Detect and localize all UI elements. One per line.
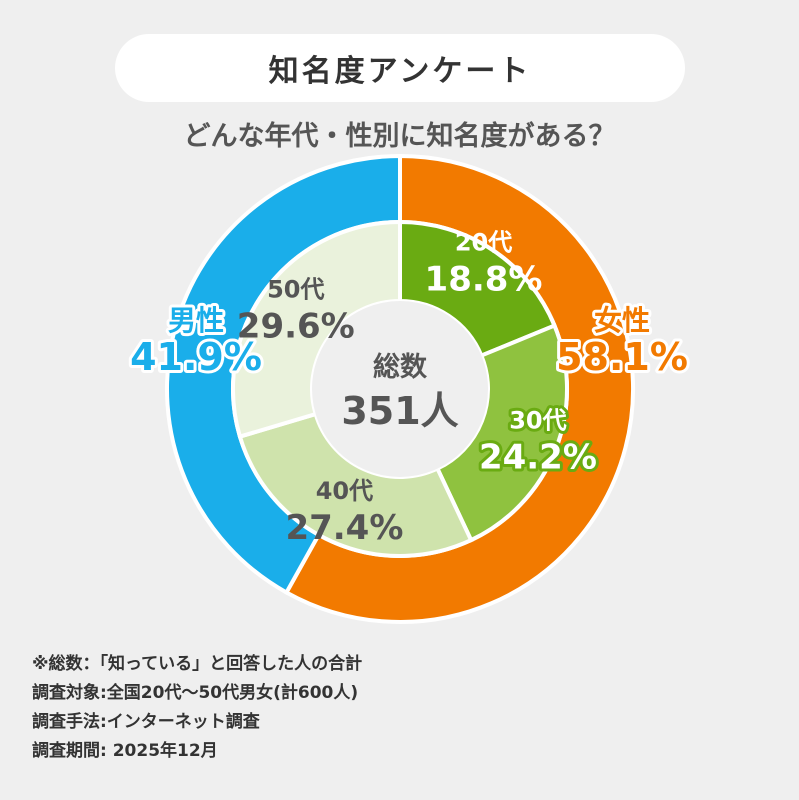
inner-ring [231, 219, 569, 558]
note-line: 調査手法:インターネット調査 [32, 712, 260, 732]
outer-value-label: 41.9% [130, 335, 262, 379]
outer-category-label: 女性 [594, 304, 650, 337]
inner-category-label: 20代 [455, 228, 512, 256]
header-title: 知名度アンケート [115, 34, 685, 102]
outer-value-label: 58.1% [556, 335, 688, 379]
note-line: 調査対象:全国20代～50代男女(計600人) [32, 683, 359, 703]
slice-inner-1 [434, 322, 569, 543]
inner-category-label: 40代 [316, 477, 373, 505]
inner-category-label: 50代 [267, 275, 324, 303]
note-line: 調査期間: 2025年12月 [32, 741, 218, 761]
inner-value-label: 24.2% [479, 438, 597, 478]
center-label: 総数 [373, 351, 428, 383]
note-line: ※総数：「知っている」と回答した人の合計 [32, 654, 363, 674]
inner-value-label: 27.4% [285, 508, 403, 548]
center-hole [312, 301, 488, 477]
inner-value-label: 29.6% [237, 306, 355, 346]
inner-category-label: 30代 [509, 407, 566, 435]
inner-value-label: 18.8% [425, 259, 543, 299]
outer-category-label: 男性 [168, 304, 224, 337]
survey-notes: ※総数：「知っている」と回答した人の合計 調査対象:全国20代～50代男女(計6… [32, 650, 362, 766]
chart-subtitle: どんな年代・性別に知名度がある？ [183, 121, 616, 152]
center-value: 351人 [341, 389, 458, 433]
